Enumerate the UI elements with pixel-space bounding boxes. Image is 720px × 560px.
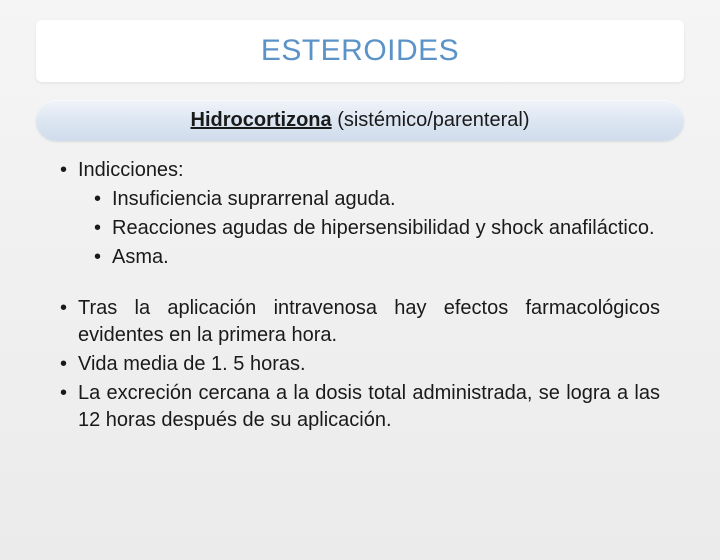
spacer — [60, 273, 660, 295]
list-text: Insuficiencia suprarrenal aguda. — [112, 188, 396, 210]
bullet-icon: • — [94, 215, 112, 242]
list-item: •Asma. — [60, 244, 660, 271]
list-text: La excreción cercana a la dosis total ad… — [78, 382, 660, 431]
list-item: •La excreción cercana a la dosis total a… — [60, 380, 660, 434]
bullet-icon: • — [60, 380, 78, 407]
list-item: •Reacciones agudas de hipersensibilidad … — [60, 215, 660, 242]
list-item: •Vida media de 1. 5 horas. — [60, 351, 660, 378]
list-text: Reacciones agudas de hipersensibilidad y… — [112, 217, 655, 239]
bullet-icon: • — [94, 186, 112, 213]
bullet-icon: • — [60, 157, 78, 184]
bullet-icon: • — [60, 295, 78, 322]
list-text: Vida media de 1. 5 horas. — [78, 353, 306, 375]
list-text: Asma. — [112, 246, 169, 268]
bullet-icon: • — [60, 351, 78, 378]
list-item: •Insuficiencia suprarrenal aguda. — [60, 186, 660, 213]
subtitle-rest-part: (sistémico/parenteral) — [332, 109, 530, 131]
title-container: ESTEROIDES — [36, 20, 684, 82]
subtitle-text: Hidrocortizona (sistémico/parenteral) — [191, 109, 530, 131]
bullet-icon: • — [94, 244, 112, 271]
slide: ESTEROIDES Hidrocortizona (sistémico/par… — [0, 20, 720, 560]
slide-title: ESTEROIDES — [36, 34, 684, 68]
subtitle-bold-part: Hidrocortizona — [191, 109, 332, 131]
list-text: Tras la aplicación intravenosa hay efect… — [78, 297, 660, 346]
list-text: Indicciones: — [78, 159, 184, 181]
subtitle-pill: Hidrocortizona (sistémico/parenteral) — [36, 100, 684, 141]
list-item: •Indicciones: — [60, 157, 660, 184]
content-area: •Indicciones: •Insuficiencia suprarrenal… — [60, 157, 660, 434]
list-item: •Tras la aplicación intravenosa hay efec… — [60, 295, 660, 349]
